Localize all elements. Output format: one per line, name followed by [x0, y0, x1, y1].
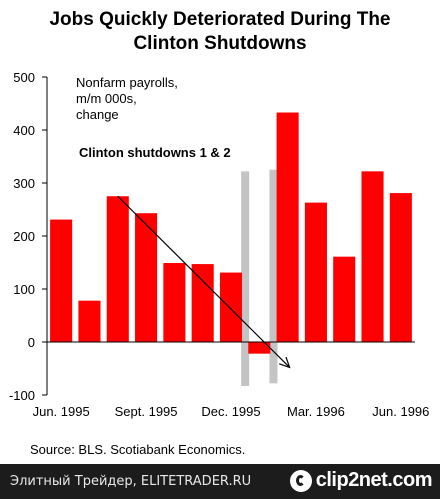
y-tick-label: 300 [13, 176, 35, 191]
shutdown-label: Clinton shutdowns 1 & 2 [79, 145, 231, 160]
y-tick-label: 400 [13, 123, 35, 138]
bar-3 [135, 213, 158, 342]
trend-arrow-line [117, 195, 291, 368]
y-tick-label: 100 [13, 282, 35, 297]
footer-site-text: Элитный Трейдер, ELITETRADER.RU [10, 474, 252, 489]
shutdown-band-2 [269, 169, 278, 384]
x-tick-label: Jun. 1995 [33, 404, 90, 419]
bar-6 [219, 272, 243, 342]
trend-arrow-head [279, 356, 291, 369]
bar-9 [304, 202, 327, 342]
bar-10 [333, 256, 356, 342]
footer-bar: Элитный Трейдер, ELITETRADER.RU clip2net… [0, 464, 440, 499]
clip2net-logo[interactable]: clip2net.com [289, 469, 433, 492]
chart-title-line-1: Jobs Quickly Deteriorated During The [49, 9, 390, 30]
x-axis-tick-labels: Jun. 1995 Sept. 1995 Dec. 1995 Mar. 1996 Jun… [33, 404, 430, 419]
bar-0 [50, 219, 73, 342]
x-tick-label: Mar. 1996 [287, 404, 345, 419]
bar-2 [106, 196, 129, 342]
bar-7 [248, 342, 271, 354]
bar-12 [389, 193, 412, 342]
bar-1 [78, 300, 101, 342]
clip2net-logo-icon [289, 469, 312, 492]
y-axis-ticks: 500 400 300 200 100 0 -100 [9, 70, 47, 403]
y-tick-label: -100 [9, 388, 35, 403]
bar-8 [276, 112, 299, 342]
clip2net-logo-text: clip2net.com [315, 469, 433, 491]
bar-11 [361, 171, 384, 342]
x-tick-label: Jun. 1996 [372, 404, 429, 419]
bar-5 [191, 264, 214, 342]
x-tick-label: Sept. 1995 [115, 404, 178, 419]
chart: Jobs Quickly Deteriorated During The Cli… [9, 9, 430, 457]
annotation-line-3: change [76, 107, 119, 122]
y-tick-label: 500 [13, 70, 35, 85]
bar-4 [163, 263, 186, 342]
bars [50, 112, 412, 354]
y-tick-label: 200 [13, 229, 35, 244]
shutdown-bands [241, 169, 278, 386]
y-tick-label: 0 [28, 335, 35, 350]
trend-arrow [117, 195, 291, 369]
annotation-line-1: Nonfarm payrolls, [76, 75, 178, 90]
chart-title-line-2: Clinton Shutdowns [133, 33, 306, 54]
annotation-line-2: m/m 000s, [76, 91, 137, 106]
shutdown-band-1 [241, 171, 250, 386]
x-tick-label: Dec. 1995 [201, 404, 260, 419]
source-note: Source: BLS. Scotiabank Economics. [30, 442, 245, 457]
